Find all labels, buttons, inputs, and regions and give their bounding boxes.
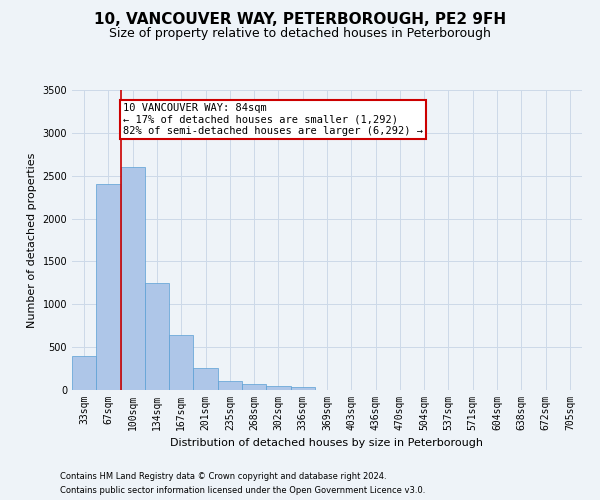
Bar [266,386,290,390]
Text: 10, VANCOUVER WAY, PETERBOROUGH, PE2 9FH: 10, VANCOUVER WAY, PETERBOROUGH, PE2 9FH [94,12,506,28]
Bar [290,387,315,390]
Text: Contains public sector information licensed under the Open Government Licence v3: Contains public sector information licen… [60,486,425,495]
Bar [169,335,193,390]
Bar [121,167,145,390]
Text: Size of property relative to detached houses in Peterborough: Size of property relative to detached ho… [109,28,491,40]
X-axis label: Distribution of detached houses by size in Peterborough: Distribution of detached houses by size … [170,438,484,448]
Bar [193,368,218,390]
Bar [72,356,96,390]
Bar [242,384,266,390]
Text: 10 VANCOUVER WAY: 84sqm
← 17% of detached houses are smaller (1,292)
82% of semi: 10 VANCOUVER WAY: 84sqm ← 17% of detache… [123,103,423,136]
Bar [96,184,121,390]
Y-axis label: Number of detached properties: Number of detached properties [27,152,37,328]
Bar [145,283,169,390]
Bar [218,380,242,390]
Text: Contains HM Land Registry data © Crown copyright and database right 2024.: Contains HM Land Registry data © Crown c… [60,472,386,481]
